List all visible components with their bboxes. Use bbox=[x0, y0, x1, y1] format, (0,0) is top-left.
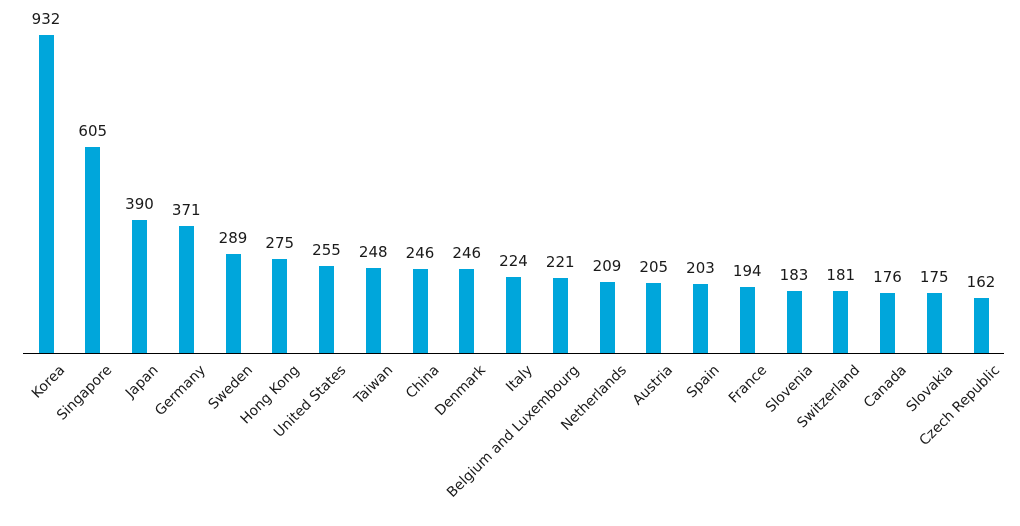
value-label: 371 bbox=[171, 201, 201, 219]
bar bbox=[85, 147, 101, 353]
value-label: 605 bbox=[78, 122, 108, 140]
value-label: 194 bbox=[732, 262, 762, 280]
value-label: 255 bbox=[312, 241, 341, 259]
bar bbox=[646, 283, 662, 353]
value-label: 181 bbox=[826, 266, 856, 284]
value-label: 275 bbox=[265, 234, 295, 252]
value-label: 221 bbox=[545, 253, 575, 271]
category-label: Germany bbox=[152, 362, 209, 420]
value-label: 390 bbox=[125, 195, 154, 213]
bar bbox=[365, 268, 381, 353]
value-label: 203 bbox=[686, 259, 715, 277]
value-label: 248 bbox=[358, 243, 388, 261]
category-label: Italy bbox=[503, 362, 537, 396]
bar bbox=[225, 254, 241, 353]
value-label: 289 bbox=[218, 229, 248, 247]
category-label: Denmark bbox=[432, 362, 490, 420]
bar bbox=[693, 284, 708, 353]
category-label: China bbox=[403, 362, 443, 402]
bar bbox=[926, 293, 942, 353]
bar bbox=[599, 282, 615, 353]
value-label: 246 bbox=[405, 244, 435, 262]
category-label: France bbox=[725, 362, 770, 407]
bar bbox=[552, 278, 568, 353]
bar bbox=[786, 291, 802, 353]
bar bbox=[506, 277, 521, 353]
bar bbox=[319, 266, 334, 353]
x-axis-line bbox=[23, 353, 1004, 354]
bar bbox=[412, 269, 428, 353]
bar bbox=[973, 298, 989, 353]
value-label: 162 bbox=[966, 273, 996, 291]
value-label: 246 bbox=[452, 244, 482, 262]
value-label: 175 bbox=[919, 268, 949, 286]
bar bbox=[739, 287, 755, 353]
category-label: Taiwan bbox=[350, 362, 396, 408]
bar bbox=[38, 35, 54, 353]
bar bbox=[132, 220, 147, 353]
bar bbox=[178, 226, 194, 353]
value-label: 932 bbox=[31, 10, 61, 28]
bar bbox=[880, 293, 895, 353]
bar bbox=[272, 259, 288, 353]
value-label: 176 bbox=[873, 268, 902, 286]
value-label: 183 bbox=[779, 266, 809, 284]
category-label: Japan bbox=[123, 362, 163, 402]
category-label: Korea bbox=[29, 362, 69, 402]
value-label: 224 bbox=[499, 252, 528, 270]
bar bbox=[459, 269, 475, 353]
category-label: Spain bbox=[684, 362, 724, 402]
value-label: 209 bbox=[592, 257, 622, 275]
bar bbox=[833, 291, 849, 353]
value-label: 205 bbox=[639, 258, 669, 276]
category-label: Austria bbox=[630, 362, 677, 409]
